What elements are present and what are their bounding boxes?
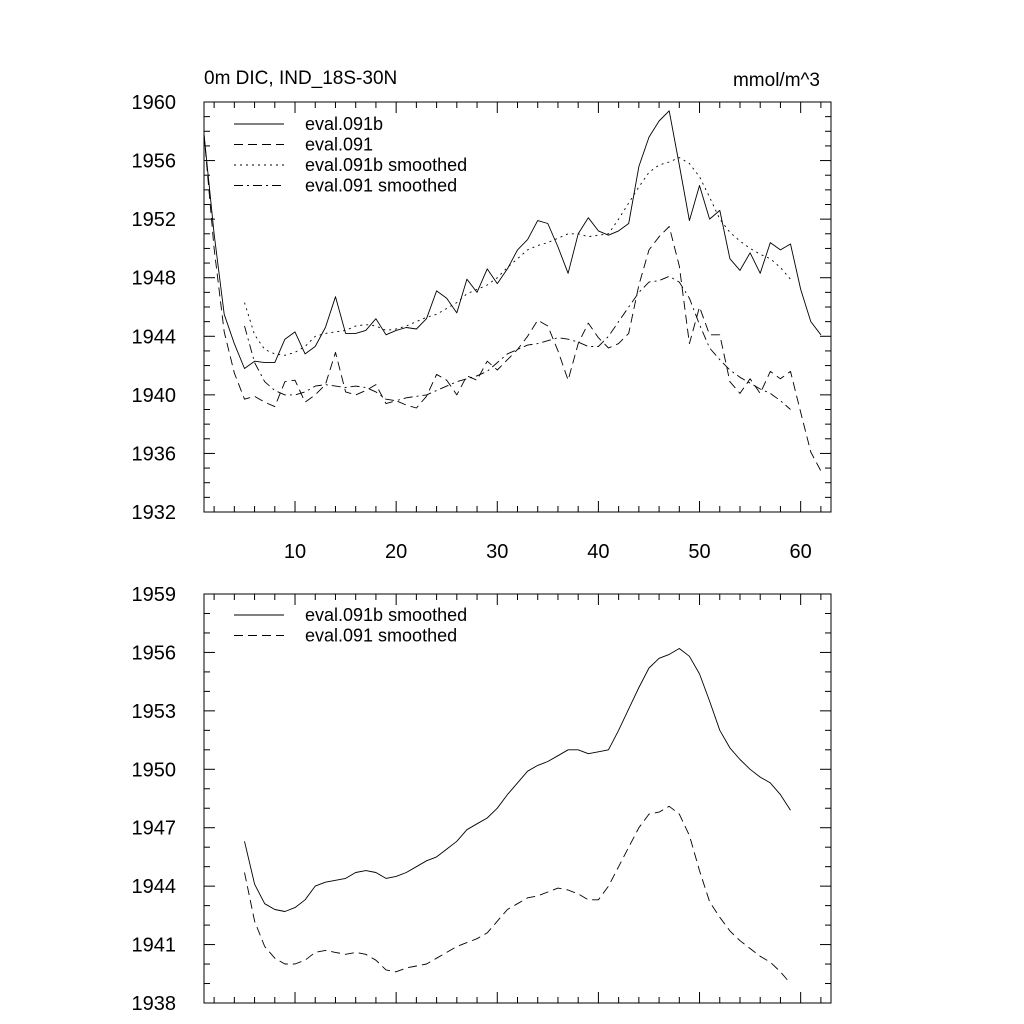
y-tick-label: 1938 — [132, 993, 177, 1015]
top-panel: 0m DIC, IND_18S-30N mmol/m^3 10 20 30 40 50 6… — [132, 68, 832, 563]
y-tick-label: 1947 — [132, 818, 177, 840]
series-line-eval-091b-smoothed — [244, 648, 791, 912]
legend-label: eval.091b smoothed — [305, 155, 467, 175]
series-line-eval-091-smoothed — [244, 805, 791, 984]
y-tick-label: 1956 — [132, 642, 177, 664]
y-tick-label: 1959 — [132, 584, 177, 606]
x-tick-label: 10 — [284, 541, 306, 563]
y-tick-label: 1940 — [132, 385, 177, 407]
y-tick-label: 1953 — [132, 701, 177, 723]
chart-units-label: mmol/m^3 — [733, 70, 820, 91]
legend-label: eval.091 — [305, 135, 373, 155]
y-tick-label: 1952 — [132, 209, 177, 231]
x-tick-label: 40 — [587, 541, 609, 563]
y-tick-label: 1956 — [132, 151, 177, 173]
x-tick-label: 30 — [486, 541, 508, 563]
legend-label: eval.091 smoothed — [305, 626, 457, 646]
x-tick-label: 20 — [385, 541, 407, 563]
y-tick-label: 1948 — [132, 268, 177, 290]
bottom-panel: 1938 1941 1944 1947 1950 1953 1956 1959 eval.09… — [132, 584, 832, 1015]
legend-label: eval.091 smoothed — [305, 176, 457, 196]
legend-label: eval.091b smoothed — [305, 605, 467, 625]
x-tick-label: 50 — [688, 541, 710, 563]
y-tick-label: 1944 — [132, 326, 177, 348]
y-tick-label: 1941 — [132, 935, 177, 957]
x-tick-label: 60 — [790, 541, 812, 563]
plot-frame — [203, 101, 832, 513]
chart-title-left: 0m DIC, IND_18S-30N — [204, 68, 397, 89]
legend-label: eval.091b — [305, 114, 383, 134]
y-tick-label: 1944 — [132, 876, 177, 898]
y-tick-label: 1950 — [132, 759, 177, 781]
series-line-eval-091 — [203, 134, 822, 472]
series-line-eval-091b — [203, 110, 822, 369]
series-line-eval-091-smoothed — [244, 275, 791, 410]
plot-frame — [203, 593, 832, 1004]
y-tick-label: 1936 — [132, 443, 177, 465]
y-tick-label: 1932 — [132, 502, 177, 524]
y-tick-label: 1960 — [132, 92, 177, 114]
